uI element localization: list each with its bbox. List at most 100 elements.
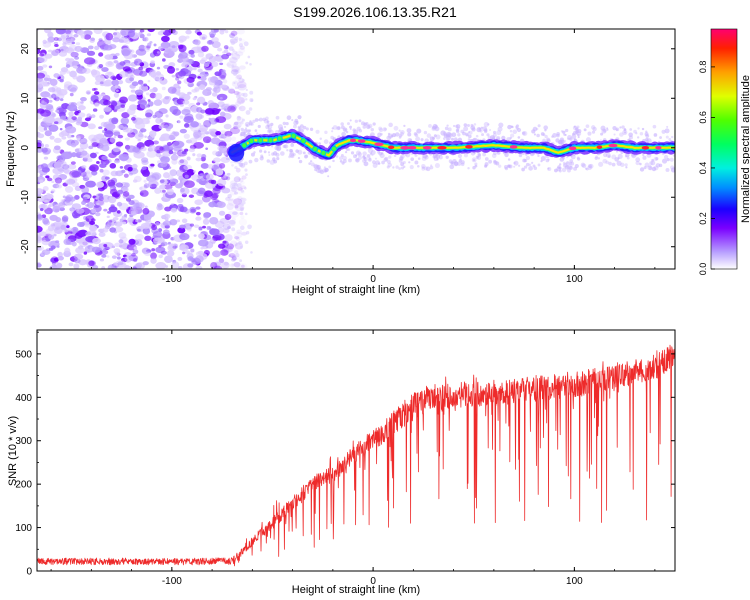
spectrogram-xlabel: Height of straight line (km) <box>292 284 420 296</box>
noise-blob <box>115 182 124 188</box>
ridge-halo <box>587 164 592 169</box>
ridge-halo <box>635 132 638 135</box>
ridge-halo <box>299 124 304 129</box>
noise-blob <box>65 64 71 68</box>
noise-blob <box>231 65 240 73</box>
noise-blob <box>249 98 254 103</box>
noise-blob <box>216 93 228 101</box>
noise-blob <box>184 174 189 179</box>
noise-blob <box>229 198 234 202</box>
noise-blob <box>79 137 88 145</box>
colorbar-tick-label: 0.4 <box>698 162 708 175</box>
ridge-halo <box>357 152 362 157</box>
noise-blob <box>227 210 240 219</box>
noise-blob <box>44 130 52 137</box>
noise-blob <box>223 177 229 180</box>
noise-blob <box>240 189 244 193</box>
ridge-halo <box>535 127 539 131</box>
ridge-halo <box>283 125 287 129</box>
noise-blob <box>94 91 100 95</box>
noise-blob <box>64 169 72 175</box>
noise-blob <box>159 189 166 194</box>
noise-blob <box>113 60 119 64</box>
noise-blob <box>200 172 204 177</box>
noise-blob <box>150 257 157 264</box>
noise-blob <box>154 110 164 118</box>
noise-blob <box>124 255 132 263</box>
ridge-halo <box>267 151 271 154</box>
noise-blob <box>70 134 75 138</box>
ridge-halo <box>257 124 261 129</box>
ridge-halo <box>476 155 479 158</box>
noise-blob <box>189 137 198 144</box>
noise-blob <box>51 266 55 269</box>
ridge-halo <box>647 165 653 171</box>
noise-blob <box>76 101 84 107</box>
noise-blob <box>82 67 91 74</box>
noise-blob <box>49 135 55 140</box>
noise-blob <box>79 184 86 189</box>
noise-blob <box>65 30 72 35</box>
noise-blob <box>175 67 180 71</box>
ridge-halo <box>347 148 351 151</box>
noise-blob <box>39 53 45 57</box>
noise-blob <box>198 226 203 231</box>
ridge-halo <box>355 154 358 157</box>
ridge-halo <box>496 130 502 136</box>
noise-blob <box>54 177 63 184</box>
noise-blob <box>213 83 220 90</box>
ridge-halo <box>384 127 387 131</box>
noise-blob <box>94 102 100 107</box>
noise-blob <box>241 118 245 122</box>
ridge-halo <box>263 150 267 154</box>
noise-blob <box>95 212 101 217</box>
noise-blob <box>59 70 67 75</box>
ridge-halo <box>243 161 248 166</box>
noise-blob <box>171 74 176 78</box>
ridge-halo <box>498 122 504 128</box>
ridge-halo <box>265 125 270 130</box>
noise-blob <box>170 154 179 161</box>
noise-blob <box>238 84 242 88</box>
ridge-halo <box>341 131 347 137</box>
ridge-halo <box>565 161 569 165</box>
noise-blob <box>86 113 92 118</box>
noise-blob <box>196 102 201 106</box>
ridge-halo <box>331 130 334 133</box>
noise-blob <box>219 249 229 256</box>
noise-blob <box>115 141 124 147</box>
noise-blob <box>234 78 245 85</box>
noise-blob <box>197 239 209 247</box>
noise-blob <box>51 262 63 269</box>
noise-blob <box>238 105 246 112</box>
ridge-halo <box>517 136 521 139</box>
ridge-halo <box>454 124 459 128</box>
noise-blob <box>77 221 85 227</box>
noise-blob <box>135 234 145 240</box>
noise-blob <box>123 214 128 217</box>
ridge-bead <box>267 137 274 144</box>
ridge-halo <box>266 120 270 124</box>
ridge-halo <box>267 129 271 134</box>
ridge-halo <box>509 136 512 140</box>
y-tick-label: 0 <box>26 567 32 578</box>
ridge-halo <box>462 131 466 136</box>
x-tick-label: 100 <box>566 274 583 285</box>
noise-blob <box>138 133 144 138</box>
ridge-halo <box>275 115 280 120</box>
ridge-halo <box>468 130 473 135</box>
ridge-halo <box>635 157 641 163</box>
ridge-halo <box>289 152 295 158</box>
noise-blob <box>143 179 147 183</box>
ridge-halo <box>594 156 598 160</box>
noise-blob <box>234 86 239 90</box>
noise-blob <box>238 43 243 48</box>
noise-blob <box>133 246 138 250</box>
noise-blob <box>238 106 242 110</box>
ridge-halo <box>416 128 422 134</box>
ridge-halo <box>587 165 592 171</box>
ridge-bead <box>331 145 338 152</box>
noise-blob <box>195 113 201 119</box>
ridge-halo <box>310 162 315 167</box>
